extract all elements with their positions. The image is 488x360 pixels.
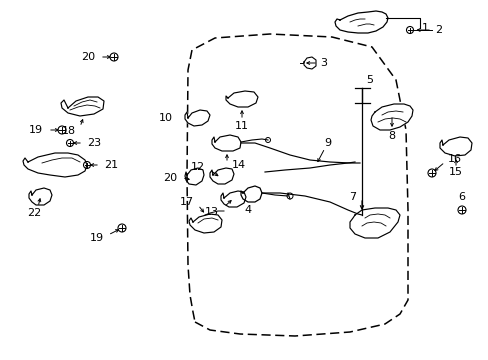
Text: 15: 15 <box>448 167 462 177</box>
Text: 10: 10 <box>159 113 173 123</box>
Polygon shape <box>184 110 209 126</box>
Polygon shape <box>23 153 87 177</box>
Polygon shape <box>349 208 399 238</box>
Text: 4: 4 <box>244 205 251 215</box>
Text: 8: 8 <box>387 131 395 141</box>
Polygon shape <box>61 97 104 116</box>
Text: 18: 18 <box>62 126 76 136</box>
Text: 2: 2 <box>434 25 441 35</box>
Polygon shape <box>370 104 412 130</box>
Text: 20: 20 <box>163 173 177 183</box>
Text: 3: 3 <box>319 58 326 68</box>
Text: 7: 7 <box>348 192 355 202</box>
Text: 20: 20 <box>81 52 95 62</box>
Text: 5: 5 <box>366 75 373 85</box>
Text: 21: 21 <box>104 160 118 170</box>
Text: 12: 12 <box>190 162 204 172</box>
Polygon shape <box>189 214 222 233</box>
Text: 9: 9 <box>324 138 331 148</box>
Polygon shape <box>334 11 387 33</box>
Text: 22: 22 <box>27 208 41 218</box>
Text: 19: 19 <box>29 125 43 135</box>
Text: 1: 1 <box>421 23 428 33</box>
Text: 13: 13 <box>204 207 219 217</box>
Text: 6: 6 <box>458 192 465 202</box>
Text: 11: 11 <box>235 121 248 131</box>
Text: 14: 14 <box>231 160 245 170</box>
Text: 17: 17 <box>180 197 194 207</box>
Polygon shape <box>439 137 471 156</box>
Text: 16: 16 <box>447 154 461 164</box>
Text: 23: 23 <box>87 138 101 148</box>
Text: 19: 19 <box>90 233 104 243</box>
